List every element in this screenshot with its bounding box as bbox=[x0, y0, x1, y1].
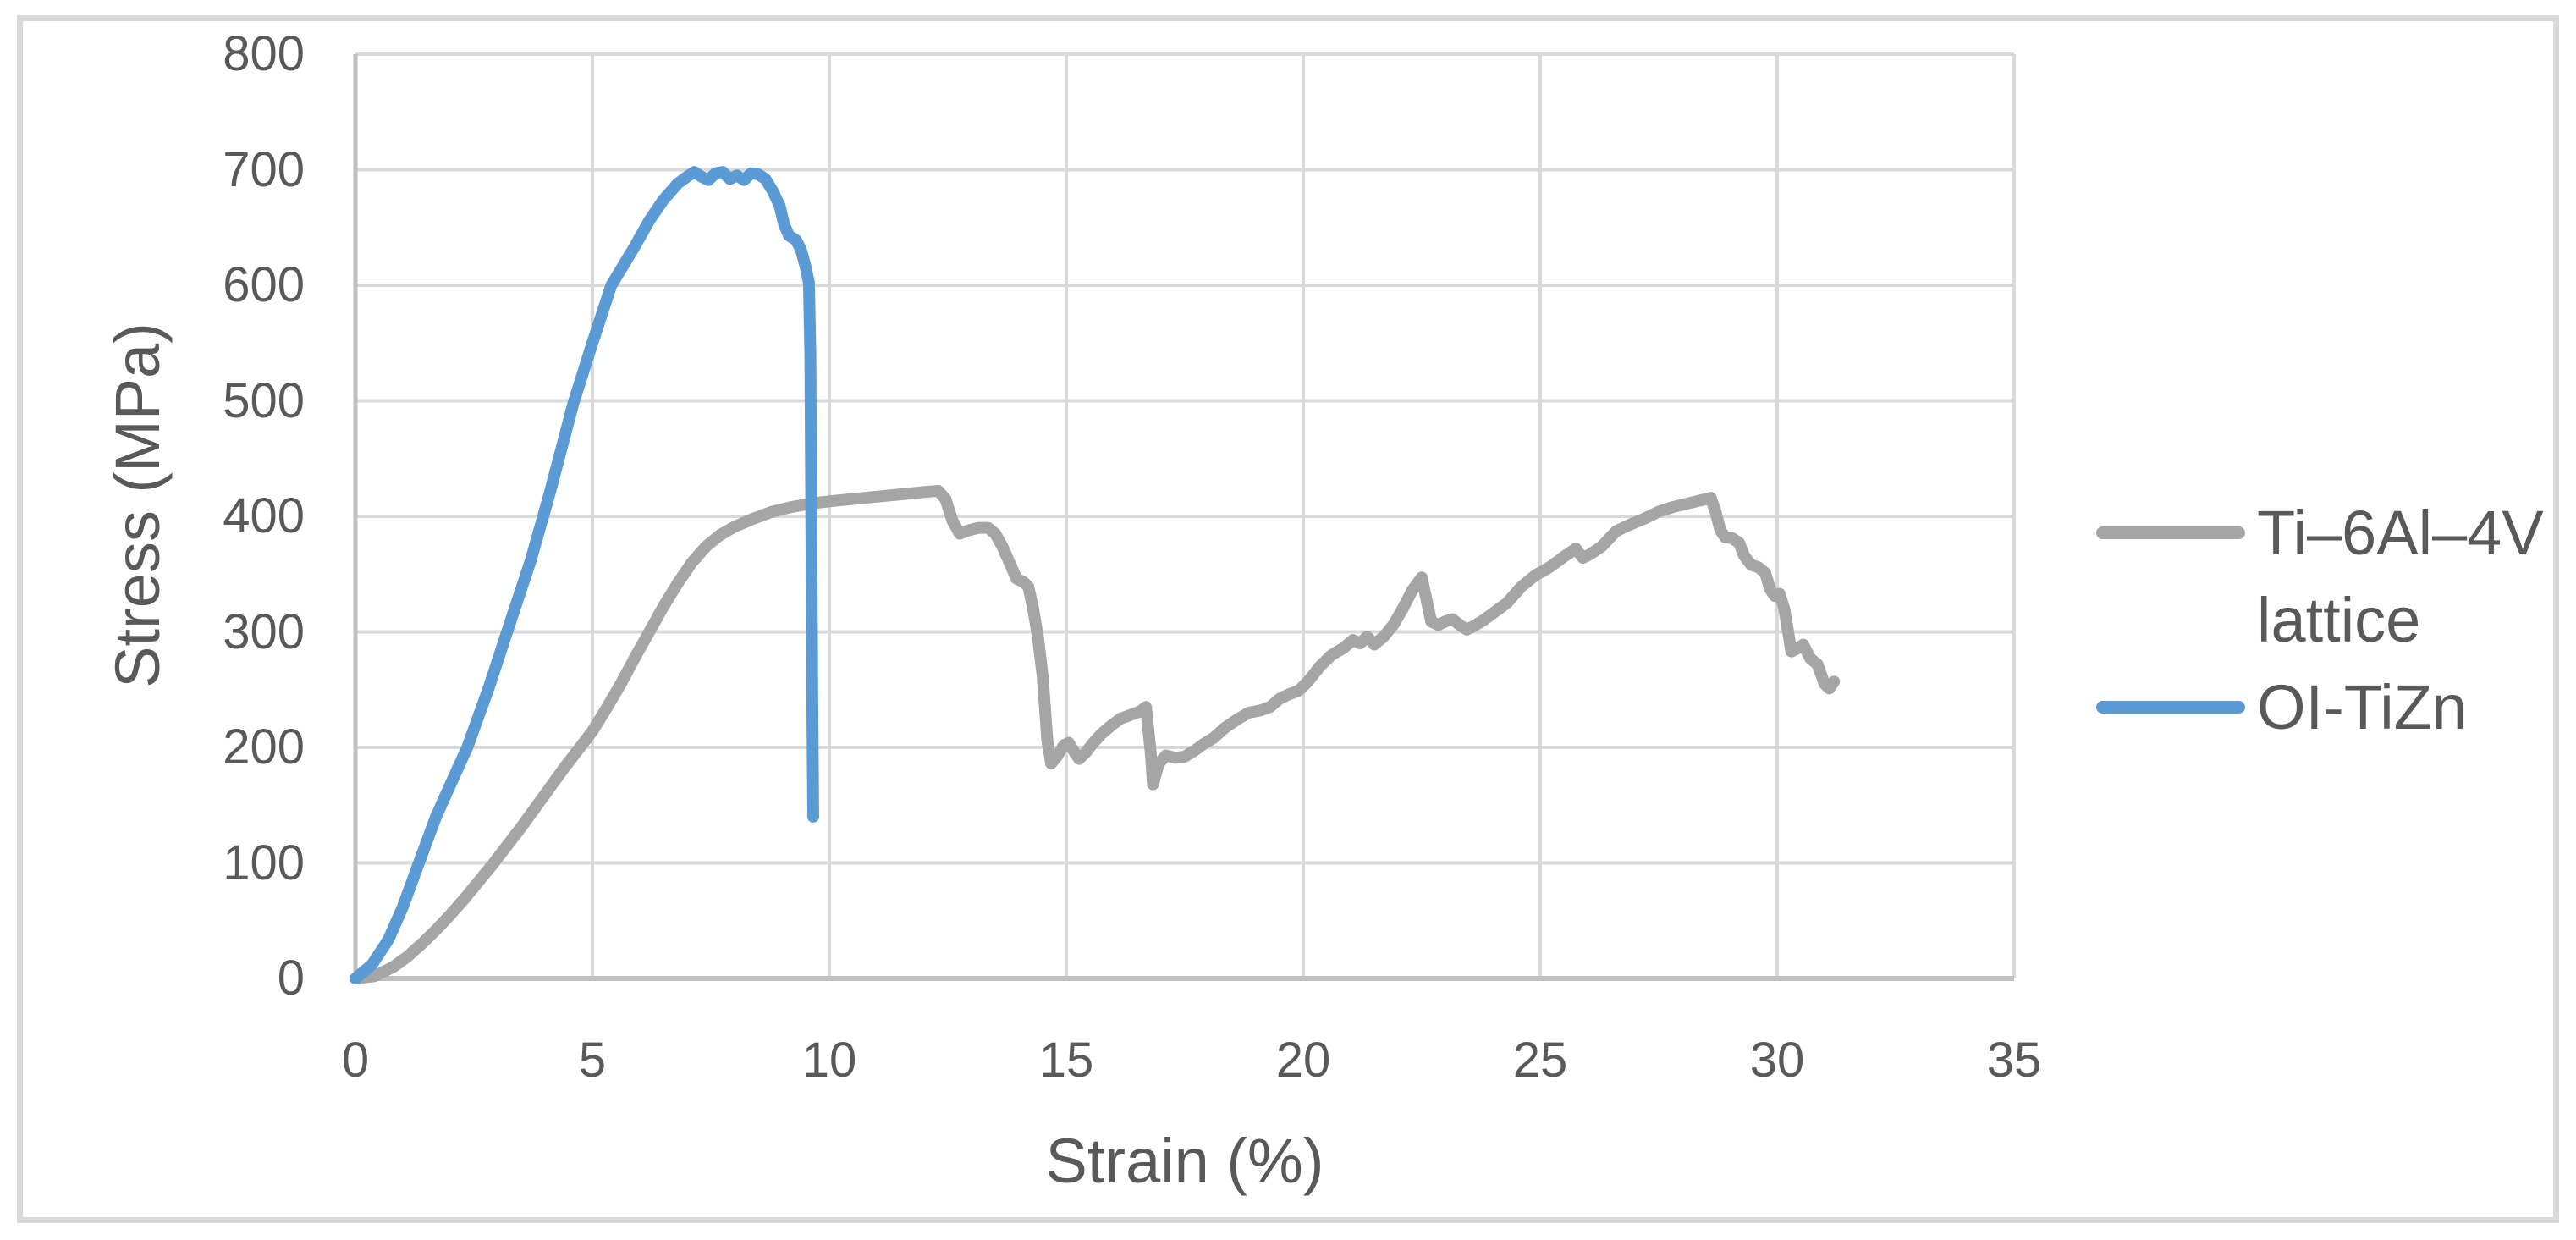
x-tick-label: 0 bbox=[341, 1033, 370, 1088]
x-axis-title: Strain (%) bbox=[1045, 1126, 1324, 1196]
legend-line-swatch-gray bbox=[2096, 526, 2245, 539]
x-tick-label: 20 bbox=[1275, 1033, 1331, 1088]
legend-item-ti6al4v-lattice: Ti–6Al–4V lattice bbox=[2096, 489, 2544, 664]
x-tick-label: 10 bbox=[801, 1033, 857, 1088]
y-tick-label: 100 bbox=[223, 835, 305, 890]
y-tick-label: 700 bbox=[223, 141, 305, 197]
y-tick-label: 500 bbox=[223, 372, 305, 428]
y-tick-label: 0 bbox=[277, 951, 305, 1006]
legend-line-swatch-blue bbox=[2096, 701, 2245, 714]
chart-border-frame bbox=[17, 15, 2559, 1223]
legend-item-oi-tizn: OI-TiZn bbox=[2096, 664, 2544, 751]
x-tick-label: 5 bbox=[578, 1033, 607, 1088]
y-tick-label: 400 bbox=[223, 488, 305, 543]
series-curve-0 bbox=[350, 485, 1841, 984]
legend-label: OI-TiZn bbox=[2257, 664, 2467, 751]
legend-label-line1: Ti–6Al–4V bbox=[2257, 498, 2544, 568]
y-tick-label: 200 bbox=[223, 719, 305, 774]
x-tick-label: 25 bbox=[1512, 1033, 1568, 1088]
x-tick-label: 35 bbox=[1986, 1033, 2042, 1088]
legend: Ti–6Al–4V lattice OI-TiZn bbox=[2096, 489, 2544, 751]
y-tick-label: 300 bbox=[223, 603, 305, 659]
series-curve-1 bbox=[350, 166, 819, 984]
x-tick-label: 30 bbox=[1749, 1033, 1805, 1088]
y-tick-label: 800 bbox=[223, 26, 305, 81]
x-tick-label: 15 bbox=[1038, 1033, 1094, 1088]
legend-label-line1: OI-TiZn bbox=[2257, 672, 2468, 742]
legend-label-line2: lattice bbox=[2257, 585, 2421, 655]
y-tick-label: 600 bbox=[223, 257, 305, 312]
legend-label: Ti–6Al–4V lattice bbox=[2257, 489, 2544, 664]
